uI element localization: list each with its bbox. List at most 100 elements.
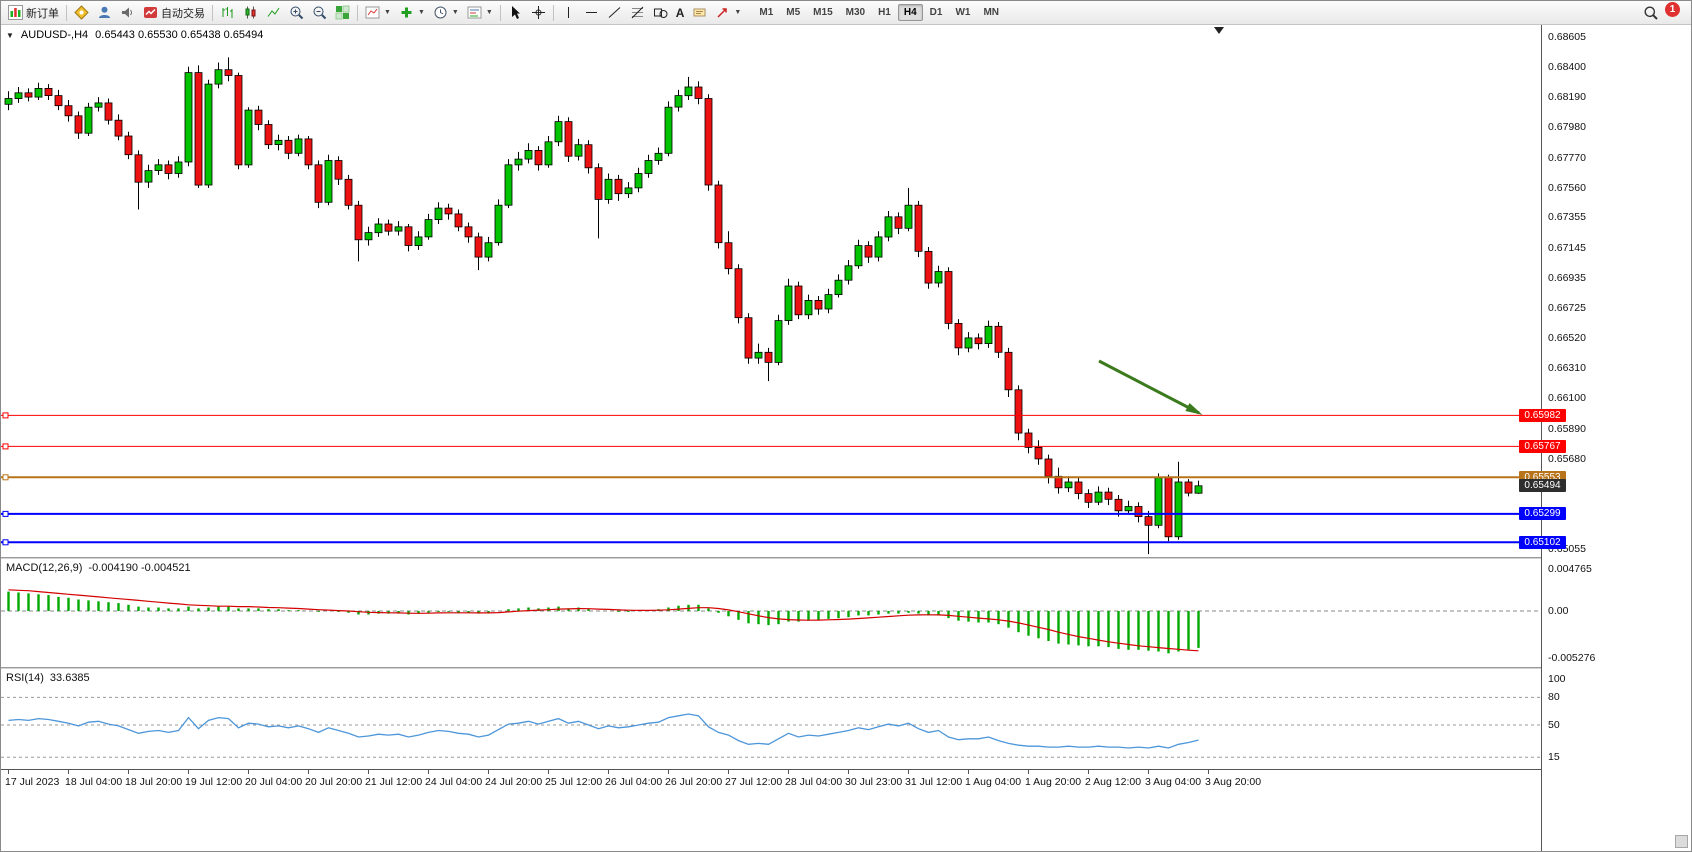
candle-body: [594, 167, 603, 200]
sounds-button[interactable]: [116, 2, 139, 24]
search-icon: [1644, 6, 1658, 20]
timeframe-button-h4[interactable]: H4: [897, 4, 923, 21]
rsi-panel[interactable]: RSI(14) 33.6385: [1, 669, 1541, 769]
time-axis-label: 30 Jul 23:00: [845, 776, 903, 788]
timeframe-button-w1[interactable]: W1: [955, 7, 971, 18]
autotrade-button[interactable]: 自动交易: [139, 2, 209, 24]
market-watch-button[interactable]: [93, 2, 116, 24]
candle-body: [1174, 481, 1183, 538]
chart-shift-marker[interactable]: [1214, 27, 1224, 34]
cursor-button[interactable]: [504, 2, 527, 24]
candle-body: [284, 139, 293, 154]
arrows-button[interactable]: ▼: [711, 2, 745, 24]
macd-panel[interactable]: MACD(12,26,9) -0.004190 -0.004521: [1, 559, 1541, 667]
arrow-annotation[interactable]: [1098, 359, 1200, 415]
price-axis[interactable]: 0.68605 0.68400 0.68190 0.67980 0.67770 0.675…: [1519, 25, 1691, 851]
panel-splitter[interactable]: [1, 557, 1541, 559]
time-axis-tick: [968, 770, 969, 774]
line-handle[interactable]: [2, 412, 9, 419]
profiles-button[interactable]: [70, 2, 93, 24]
timeframe-button-m30[interactable]: M30: [845, 7, 866, 18]
horizontal-line-button[interactable]: [580, 2, 603, 24]
line-handle[interactable]: [2, 443, 9, 450]
time-axis-tick: [488, 770, 489, 774]
candle-body: [674, 95, 683, 108]
candle-body: [884, 216, 893, 238]
person-icon: [99, 6, 110, 18]
timeframe-button-m1[interactable]: M1: [759, 7, 774, 18]
vertical-line-button[interactable]: [557, 2, 580, 24]
price-tick: 0.68190: [1548, 91, 1586, 104]
arrow-head: [1185, 403, 1203, 415]
autotrade-icon: [144, 7, 157, 18]
templates-button[interactable]: ▼: [463, 2, 497, 24]
time-axis-label: 3 Aug 04:00: [1145, 776, 1202, 788]
candle-body: [634, 173, 643, 189]
candle-body: [34, 88, 43, 98]
chart-collapse-icon[interactable]: ▼: [6, 30, 14, 40]
tile-windows-button[interactable]: [331, 2, 354, 24]
time-axis-tick: [908, 770, 909, 774]
crosshair-icon: [531, 6, 545, 19]
new-order-icon: [8, 5, 23, 20]
bar-chart-button[interactable]: [216, 2, 239, 24]
candle-body: [854, 245, 863, 267]
candlestick-chart-button[interactable]: [239, 2, 262, 24]
indicators-button[interactable]: ▼: [361, 2, 395, 24]
resize-grip[interactable]: [1675, 835, 1688, 848]
candle-body: [964, 337, 973, 349]
timeframe-button-m15[interactable]: M15: [813, 7, 833, 18]
text-button[interactable]: A: [672, 2, 689, 24]
notification-badge[interactable]: 1: [1665, 2, 1680, 17]
timeframe-button-d1[interactable]: D1: [929, 7, 943, 18]
timeframe-button-m5[interactable]: M5: [786, 7, 801, 18]
add-indicator-button[interactable]: ▼: [395, 2, 429, 24]
panel-splitter[interactable]: [1, 667, 1541, 669]
trendline-button[interactable]: [603, 2, 626, 24]
line-handle[interactable]: [2, 539, 9, 546]
candle-body: [924, 250, 933, 284]
zoom-out-button[interactable]: [308, 2, 331, 24]
candle-body: [774, 320, 783, 363]
main-chart-panel[interactable]: ▼ AUDUSD-,H4 0.65443 0.65530 0.65438 0.6…: [1, 25, 1541, 557]
macd-axis-label: 0.00: [1548, 605, 1569, 617]
candle-body: [224, 69, 233, 76]
arrow-object-icon: [717, 8, 728, 18]
candle-body: [1114, 498, 1123, 512]
candle-body: [254, 109, 263, 125]
search-button[interactable]: [1639, 2, 1663, 24]
shapes-icon: [653, 8, 668, 18]
zoom-out-icon: [313, 6, 327, 20]
crosshair-button[interactable]: [527, 2, 550, 24]
fibonacci-icon: [631, 6, 644, 19]
toolbar-separator: [66, 4, 67, 21]
rsi-axis-label: 50: [1548, 719, 1560, 731]
zoom-in-button[interactable]: [285, 2, 308, 24]
candle-body: [974, 337, 983, 345]
candle-body: [484, 242, 493, 258]
time-axis-label: 1 Aug 20:00: [1025, 776, 1082, 788]
shapes-button[interactable]: [649, 2, 672, 24]
chevron-down-icon: ▼: [451, 9, 459, 16]
candle-body: [524, 150, 533, 160]
candle-body: [894, 216, 903, 229]
time-axis[interactable]: 17 Jul 2023 18 Jul 04:00 18 Jul 20:00 19 Ju…: [1, 769, 1541, 851]
chart-ohlc-values: 0.65443 0.65530 0.65438 0.65494: [95, 29, 264, 41]
candle-body: [804, 299, 813, 316]
line-handle[interactable]: [2, 474, 9, 481]
periods-button[interactable]: ▼: [429, 2, 463, 24]
compass-icon: [74, 5, 89, 20]
chevron-down-icon: ▼: [734, 9, 742, 16]
time-axis-label: 1 Aug 04:00: [965, 776, 1022, 788]
rsi-axis-label: 15: [1548, 751, 1560, 764]
line-handle[interactable]: [2, 510, 9, 517]
timeframe-button-mn[interactable]: MN: [983, 7, 1000, 18]
timeframe-button-h1[interactable]: H1: [878, 7, 891, 18]
fibonacci-button[interactable]: [626, 2, 649, 24]
text-label-button[interactable]: [688, 2, 711, 24]
candle-body: [1014, 389, 1023, 434]
toolbar-separator: [499, 4, 501, 21]
speaker-icon: [122, 7, 132, 18]
line-chart-button[interactable]: [262, 2, 285, 24]
new-order-button[interactable]: 新订单: [4, 2, 63, 24]
